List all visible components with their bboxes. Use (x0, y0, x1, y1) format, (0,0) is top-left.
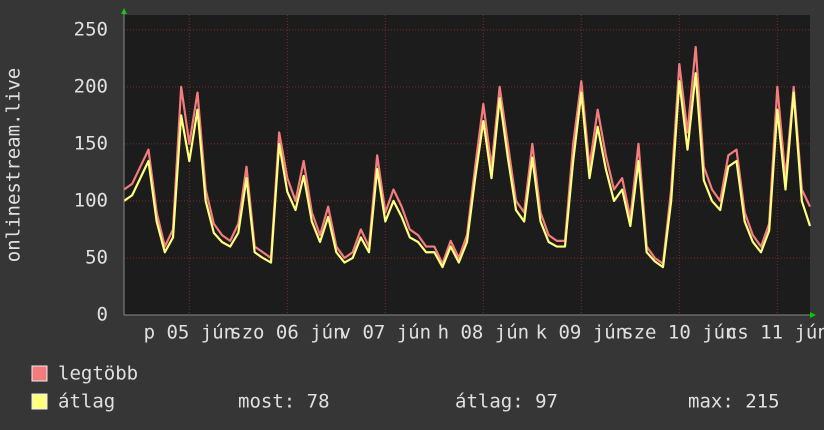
stat: átlag: 97 (455, 391, 558, 413)
y-axis-label: onlinestream.live (3, 68, 25, 262)
y-tick-label: 50 (85, 246, 108, 268)
y-tick-label: 200 (74, 75, 108, 97)
y-tick-label: 0 (97, 304, 108, 326)
y-tick-label: 150 (74, 132, 108, 154)
y-tick-label: 100 (74, 189, 108, 211)
stat: most: 78 (238, 391, 330, 413)
stat: max: 215 (688, 391, 780, 413)
legend-swatch (31, 393, 48, 410)
x-tick-label: v 07 jún (340, 322, 432, 344)
legend-label: átlag (58, 391, 115, 413)
x-tick-label: h 08 jún (438, 322, 530, 344)
line (123, 72, 812, 269)
axis-arrow (810, 312, 816, 318)
x-tick-label: p 05 jún (144, 322, 236, 344)
legend-swatch (31, 365, 48, 382)
x-tick-label: sze 10 jún (622, 322, 736, 344)
plot-area (124, 15, 810, 315)
x-tick-label: szo 06 jún (230, 322, 344, 344)
x-tick-label: k 09 jún (536, 322, 628, 344)
legend-label: legtöbb (58, 363, 138, 385)
y-tick-label: 250 (74, 18, 108, 40)
x-tick-label: cs 11 jún (726, 322, 824, 344)
